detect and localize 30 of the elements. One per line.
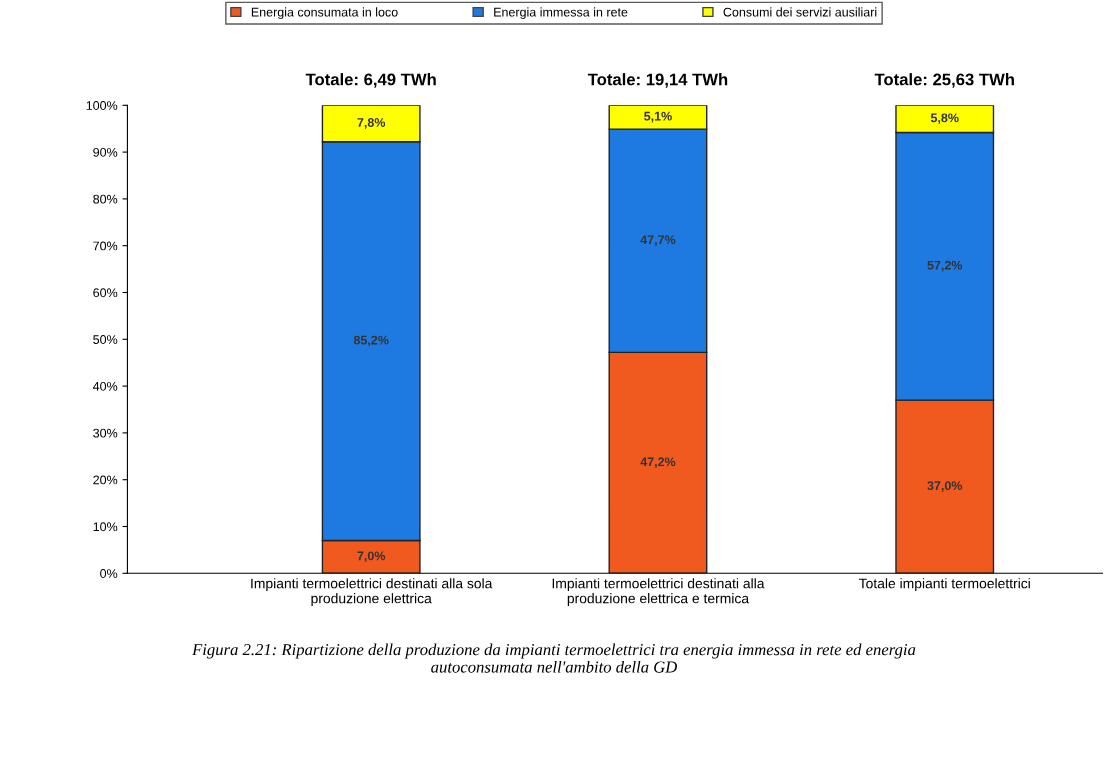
x-tick-label: Impianti termoelettrici destinati alla produzione elettrica e termica bbox=[552, 578, 765, 607]
y-tick-label: 0% bbox=[100, 569, 118, 578]
y-tick-label: 100% bbox=[86, 101, 118, 110]
data-label: 5,1% bbox=[644, 111, 672, 123]
y-tick-label: 30% bbox=[93, 428, 118, 438]
text: Figura 2.21: Ripartizione della produzione da impianti termoelettrici tra energia immessa in rete ed energia autoconsumata nell'ambito della GD bbox=[192, 643, 916, 673]
y-tick-label: 20% bbox=[93, 475, 118, 485]
data-label: 85,2% bbox=[353, 335, 389, 347]
data-label: 47,2% bbox=[640, 457, 676, 469]
y-tick-label: 10% bbox=[93, 522, 118, 532]
y-tick-label: 60% bbox=[93, 288, 118, 298]
legend-label: Energia consumata in loco bbox=[251, 7, 398, 19]
annotation: Totale: 25,63 TWh bbox=[874, 73, 1014, 88]
y-tick-label: 50% bbox=[93, 335, 118, 344]
y-tick-label: 70% bbox=[93, 241, 118, 251]
y-tick-label: 80% bbox=[93, 194, 118, 204]
x-tick-label: Totale impianti termoelettrici bbox=[858, 578, 1030, 592]
data-label: 37,0% bbox=[927, 481, 963, 492]
annotation: Totale: 19,14 TWh bbox=[587, 73, 728, 88]
legend-label: Consumi dei servizi ausiliari bbox=[723, 7, 877, 17]
annotation: Totale: 6,49 TWh bbox=[305, 73, 436, 88]
data-label: 7,0% bbox=[357, 551, 386, 563]
data-label: 7,8% bbox=[357, 118, 386, 129]
data-label: 47,7% bbox=[640, 235, 676, 246]
data-label: 57,2% bbox=[927, 260, 963, 272]
legend-label: Energia immessa in rete bbox=[494, 7, 628, 19]
data-label: 5,8% bbox=[930, 113, 959, 125]
x-tick-label: Impianti termoelettrici destinati alla sola produzione elettrica bbox=[251, 578, 493, 607]
y-tick-label: 90% bbox=[93, 147, 118, 157]
y-tick-label: 40% bbox=[92, 381, 118, 391]
